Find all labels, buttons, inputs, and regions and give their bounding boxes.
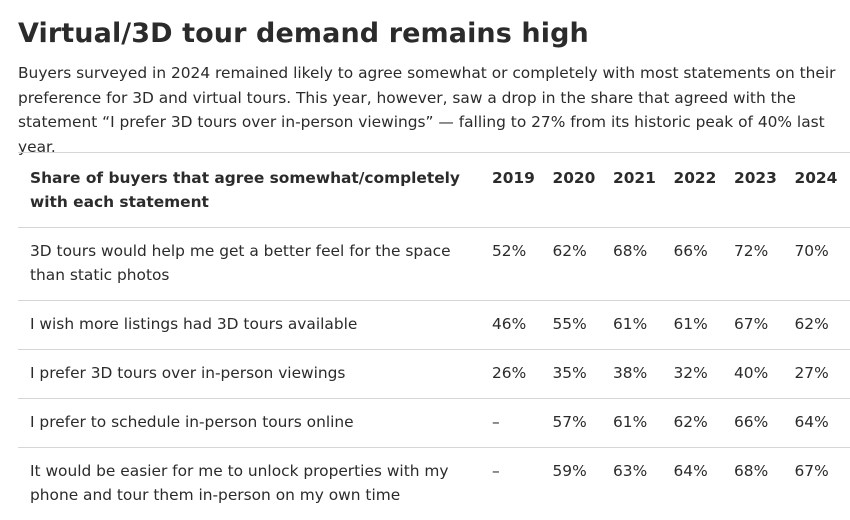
year-column-header-2021: 2021	[613, 153, 674, 228]
value-cell: 27%	[795, 350, 850, 399]
year-column-header-2023: 2023	[734, 153, 795, 228]
year-column-header-2024: 2024	[795, 153, 850, 228]
value-cell: 66%	[674, 228, 735, 301]
page-title: Virtual/3D tour demand remains high	[18, 18, 589, 49]
value-cell: 67%	[734, 301, 795, 350]
value-cell: 59%	[553, 448, 614, 520]
value-cell: 57%	[553, 399, 614, 448]
value-cell: 64%	[674, 448, 735, 520]
value-cell: 62%	[674, 399, 735, 448]
statement-cell: I prefer 3D tours over in-person viewing…	[18, 350, 492, 399]
value-cell: 35%	[553, 350, 614, 399]
value-cell: 38%	[613, 350, 674, 399]
table-row: I prefer to schedule in-person tours onl…	[18, 399, 850, 448]
statement-cell: I prefer to schedule in-person tours onl…	[18, 399, 492, 448]
value-cell: 55%	[553, 301, 614, 350]
statement-cell: I wish more listings had 3D tours availa…	[18, 301, 492, 350]
value-cell: 26%	[492, 350, 553, 399]
value-cell: 61%	[613, 399, 674, 448]
intro-paragraph: Buyers surveyed in 2024 remained likely …	[18, 61, 848, 159]
value-cell: 68%	[613, 228, 674, 301]
value-cell: 66%	[734, 399, 795, 448]
table-header-row: Share of buyers that agree somewhat/comp…	[18, 153, 850, 228]
table-row: I wish more listings had 3D tours availa…	[18, 301, 850, 350]
value-cell: 40%	[734, 350, 795, 399]
value-cell: 67%	[795, 448, 850, 520]
table-row: It would be easier for me to unlock prop…	[18, 448, 850, 520]
value-cell: 52%	[492, 228, 553, 301]
value-cell: 46%	[492, 301, 553, 350]
value-cell: 68%	[734, 448, 795, 520]
statement-cell: 3D tours would help me get a better feel…	[18, 228, 492, 301]
year-column-header-2020: 2020	[553, 153, 614, 228]
value-cell: 72%	[734, 228, 795, 301]
value-cell: 63%	[613, 448, 674, 520]
value-cell: –	[492, 448, 553, 520]
year-column-header-2022: 2022	[674, 153, 735, 228]
value-cell: 61%	[674, 301, 735, 350]
table-row: I prefer 3D tours over in-person viewing…	[18, 350, 850, 399]
value-cell: 62%	[553, 228, 614, 301]
value-cell: 62%	[795, 301, 850, 350]
survey-table: Share of buyers that agree somewhat/comp…	[18, 152, 850, 520]
value-cell: 32%	[674, 350, 735, 399]
statement-column-header: Share of buyers that agree somewhat/comp…	[18, 153, 492, 228]
year-column-header-2019: 2019	[492, 153, 553, 228]
value-cell: 70%	[795, 228, 850, 301]
table-row: 3D tours would help me get a better feel…	[18, 228, 850, 301]
value-cell: 64%	[795, 399, 850, 448]
value-cell: 61%	[613, 301, 674, 350]
value-cell: –	[492, 399, 553, 448]
statement-cell: It would be easier for me to unlock prop…	[18, 448, 492, 520]
